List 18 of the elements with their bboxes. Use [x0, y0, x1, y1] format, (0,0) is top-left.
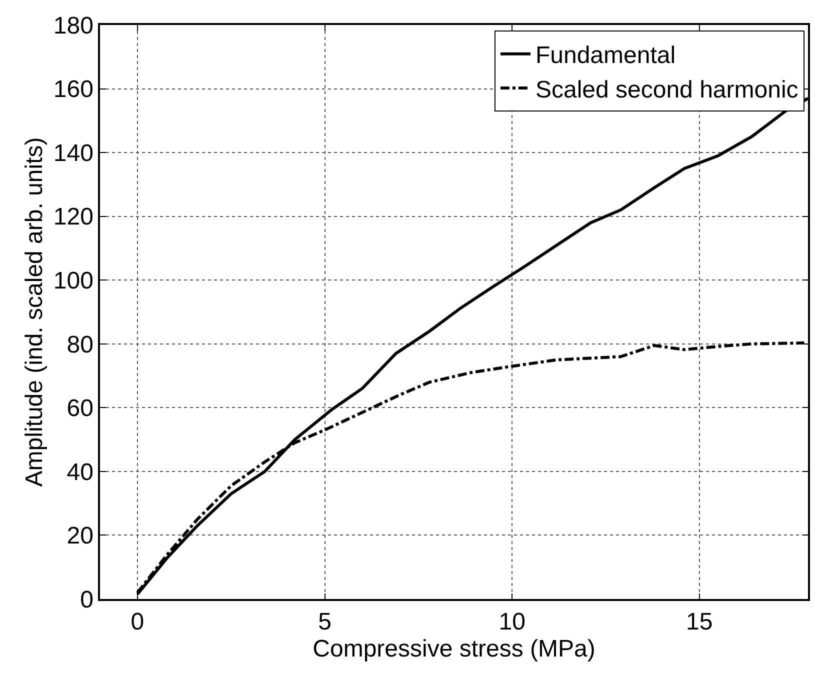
x-tick-label: 5 — [318, 608, 332, 636]
y-tick-label: 0 — [80, 586, 94, 614]
x-tick-label: 0 — [130, 608, 144, 636]
y-tick-label: 100 — [53, 268, 94, 295]
y-tick-label: 80 — [66, 331, 94, 358]
y-tick-label: 40 — [66, 458, 94, 486]
y-tick-label: 120 — [53, 204, 94, 231]
x-tick-label: 15 — [686, 608, 713, 636]
legend-label: Fundamental — [535, 42, 676, 70]
y-tick-label: 60 — [66, 395, 94, 422]
y-tick-label: 140 — [53, 140, 94, 167]
x-axis-title: Compressive stress (MPa) — [312, 636, 596, 663]
y-tick-label: 180 — [53, 12, 94, 40]
x-tick-label: 10 — [498, 608, 526, 636]
legend-label: Scaled second harmonic — [535, 76, 798, 104]
y-tick-label: 20 — [66, 522, 94, 550]
y-tick-label: 160 — [53, 76, 94, 104]
y-axis-title: Amplitude (ind. scaled arb. units) — [21, 137, 48, 487]
